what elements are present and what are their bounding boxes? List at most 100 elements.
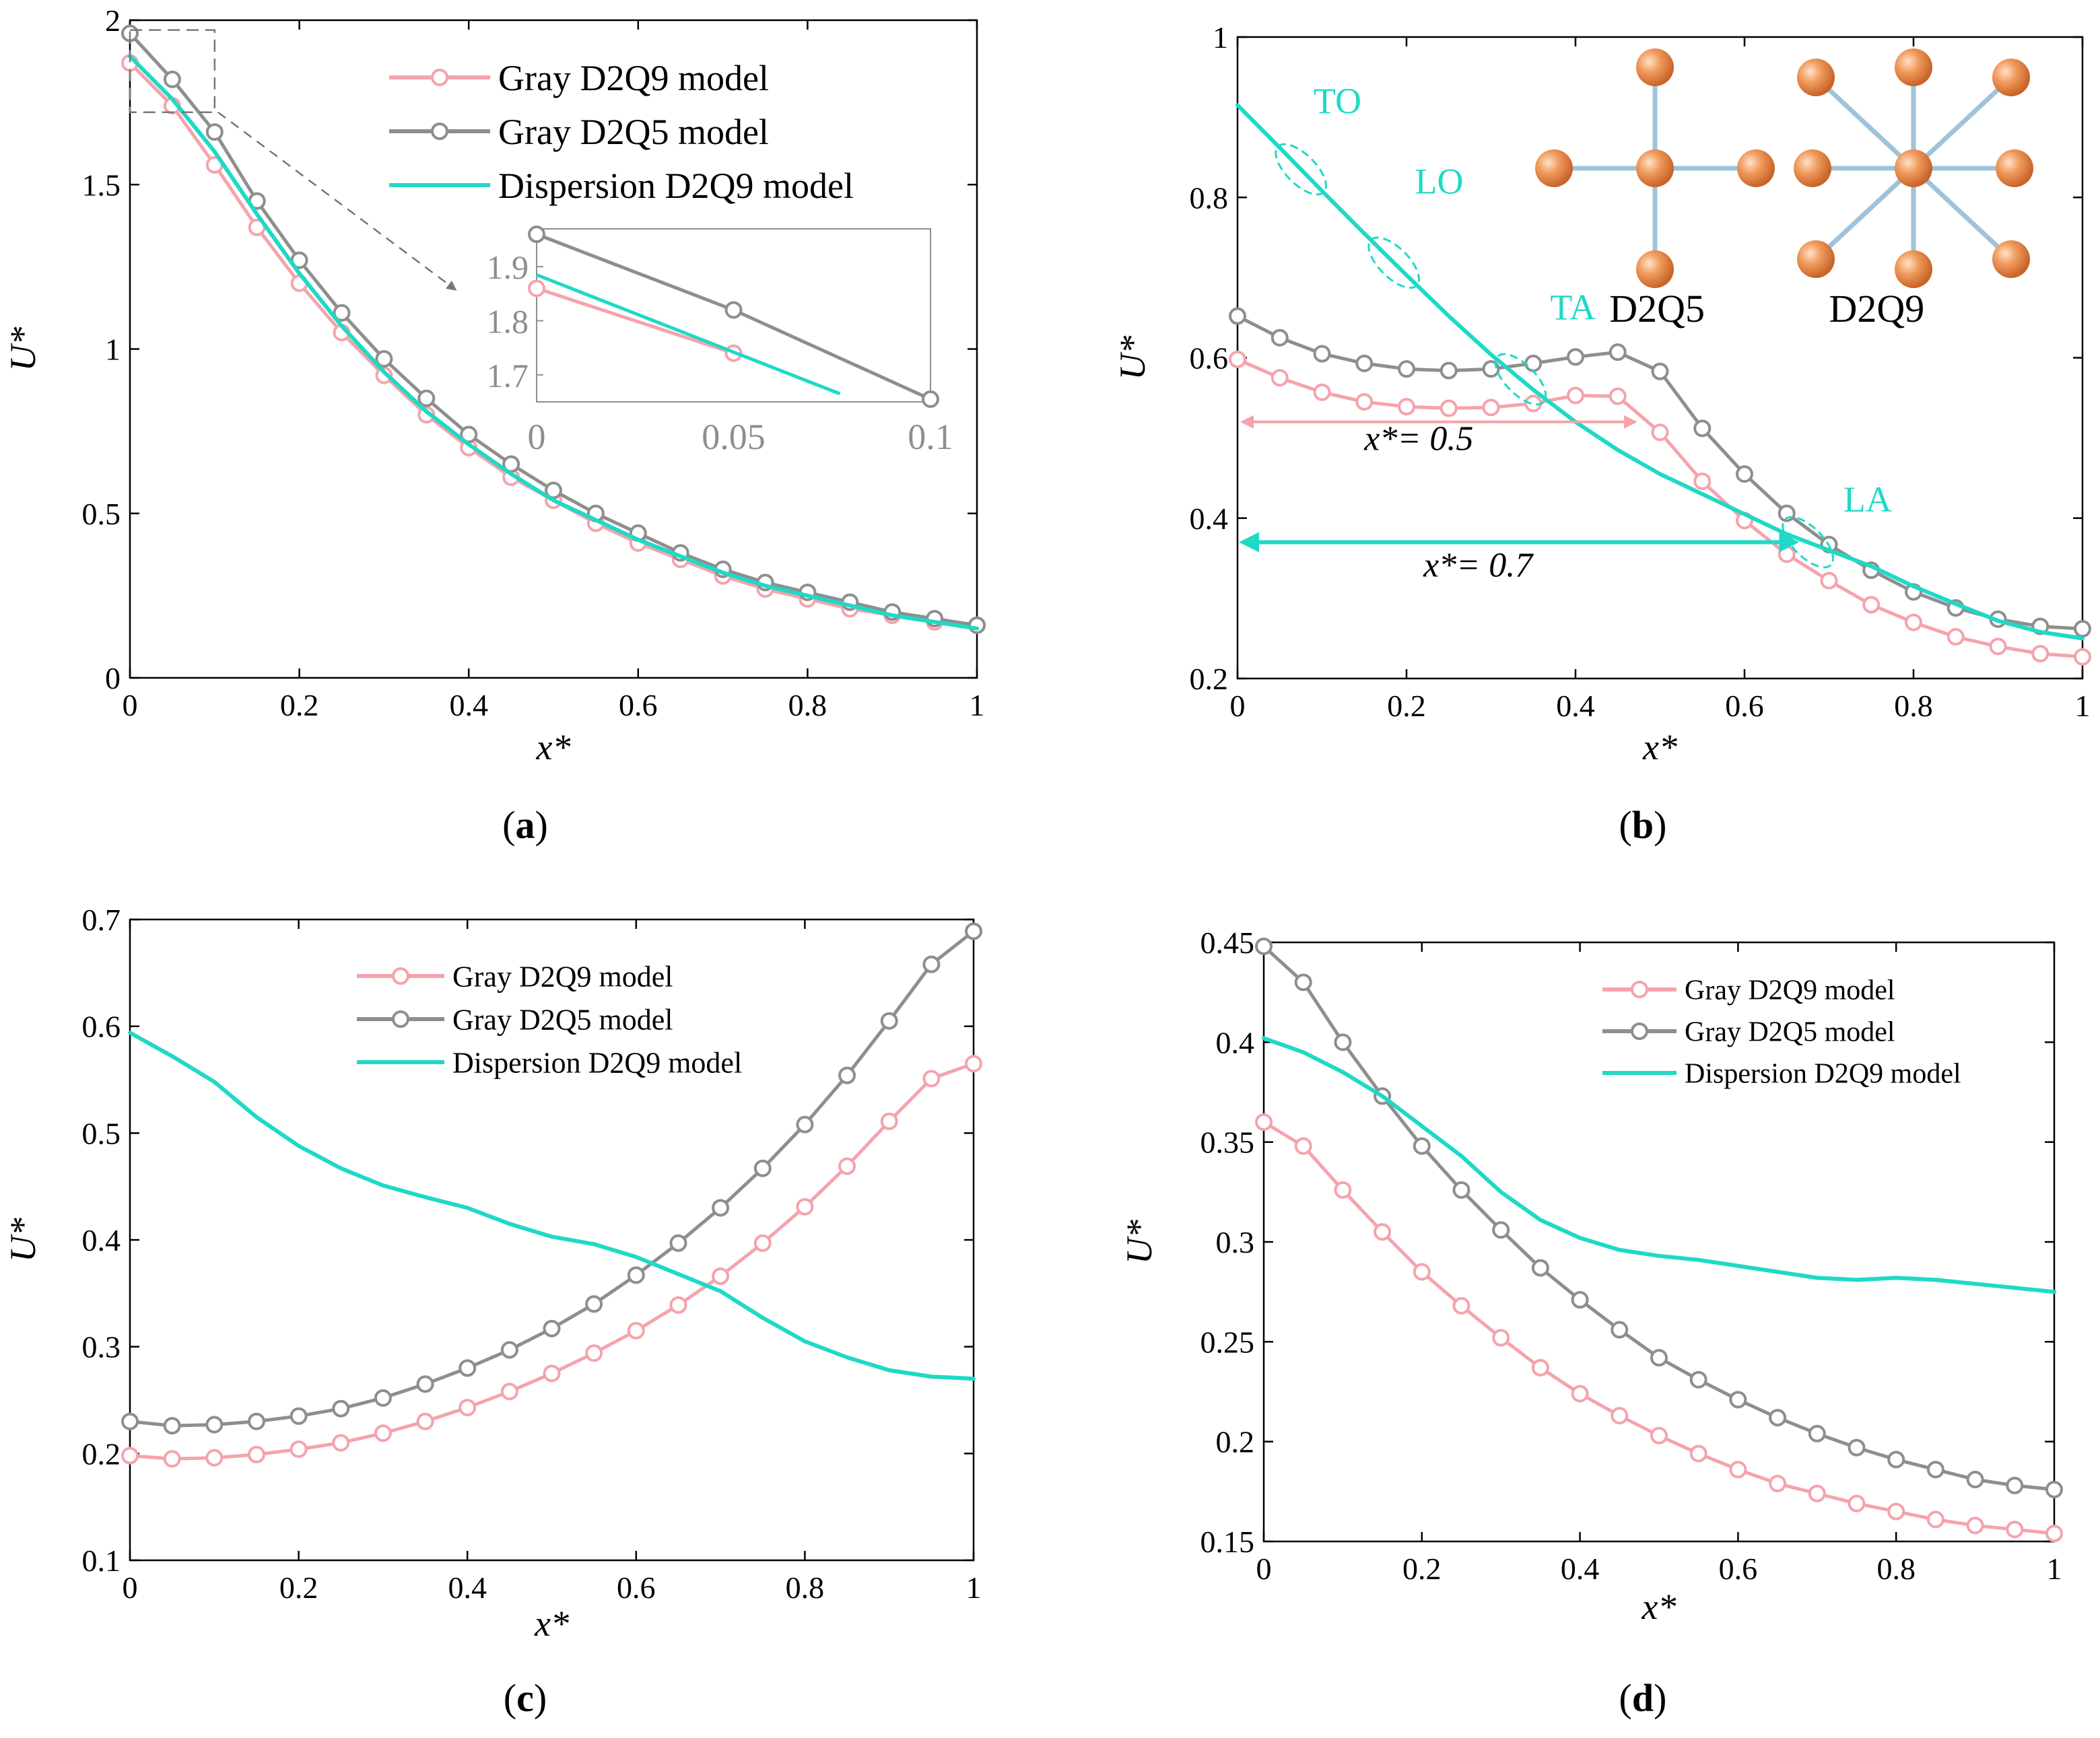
data-point-pink [1255,1113,1273,1131]
lattice-link [1814,166,1916,261]
y-tick-label: 1.5 [82,168,121,202]
zoom-region-box [129,29,216,114]
data-point-pink [585,1344,603,1362]
x-axis-label: x* [1642,727,1677,767]
data-point-gray [2074,620,2091,638]
data-point-pink [2074,648,2091,666]
lattice-node [1992,59,2030,96]
panel-d: 0 0.2 0.4 0.6 0.8 1 0.15 0.2 0.25 0.3 0.35 0.4 0.45 x… [1119,926,2063,1720]
data-point-pink [1650,1426,1668,1445]
data-point-gray [2045,1480,2063,1498]
data-point-pink [1651,423,1669,442]
x-tick-label: 0.8 [788,688,827,722]
data-point-gray [1611,1321,1629,1339]
data-point-gray [416,1375,434,1393]
data-point-gray [1808,1424,1826,1442]
x-tick-label: 0.8 [1894,689,1933,723]
data-point-pink [1966,1517,1984,1535]
data-point-gray [1736,465,1753,483]
y-tick-label: 0.1 [82,1543,121,1578]
lattice-label: D2Q9 [1829,287,1925,331]
series-line-pink [128,1062,976,1461]
x-tick-label: 1 [970,688,985,722]
mode-label: TO [1314,81,1361,121]
series-line-cyan [128,54,979,631]
x-tick-label: 0.6 [619,688,658,722]
lattice-link [1911,166,2013,261]
legend-label: Dispersion D2Q9 model [452,1046,742,1079]
data-point-pink [1989,637,2007,656]
data-point-pink [1492,1329,1510,1347]
series-line-cyan [1262,1036,2056,1294]
x-tick-label: 0.8 [786,1570,825,1605]
legend: Gray D2Q9 model Gray D2Q5 model Dispersion… [1602,975,1961,1090]
data-point-gray [880,1012,898,1030]
x-tick-label: 0.4 [1561,1552,1600,1586]
x-tick-label: 1 [2075,689,2091,723]
data-point-gray [1452,1181,1470,1199]
y-tick-label: 0.8 [1190,180,1229,215]
inset-y-tick-label: 1.7 [487,357,529,394]
series-line-gray [1262,944,2056,1492]
data-point-pink [1611,1407,1629,1425]
data-point-pink [838,1157,856,1175]
data-point-pink [205,1449,224,1467]
series-line-cyan [1235,103,2085,641]
data-point-gray [1294,973,1312,992]
data-point-pink [1608,387,1627,405]
data-point-pink [880,1112,898,1130]
x-tick-label: 0.6 [1719,1552,1758,1586]
data-point-pink [459,1399,477,1417]
data-point-gray [1255,937,1273,955]
data-point-gray [1439,361,1458,380]
data-point-gray [1926,1461,1944,1479]
legend-label: Gray D2Q5 model [498,112,769,152]
data-point-gray [1693,419,1712,438]
data-point-pink [290,1440,308,1458]
data-point-gray [205,123,224,141]
y-tick-label: 2 [105,3,121,38]
lattice-node [1636,250,1674,288]
data-point-gray [669,1234,687,1252]
x-tick-label: 1 [2047,1552,2062,1586]
legend-marker-gray [392,1010,409,1028]
data-point-gray [374,1389,392,1407]
panel-letter: c [516,1676,534,1720]
x-axis-label: x* [536,727,571,767]
y-tick-label: 0 [105,661,121,695]
y-tick-label: 0.7 [82,903,121,937]
legend: Gray D2Q9 model Gray D2Q5 model Dispersion… [357,960,742,1079]
data-point-gray [1689,1370,1707,1389]
data-point-gray [205,1416,224,1434]
legend-label: Gray D2Q5 model [452,1003,673,1036]
data-point-gray [1413,1137,1431,1155]
data-point-gray [375,350,393,368]
y-tick-label: 0.5 [82,1116,121,1150]
data-point-pink [121,1447,139,1465]
lattice-node [1636,149,1674,187]
legend-label: Gray D2Q5 model [1685,1017,1895,1048]
lattice-node [1797,59,1835,96]
data-point-gray [922,955,941,973]
data-point-gray [1567,348,1584,366]
y-tick-label: 0.25 [1200,1325,1255,1359]
y-axis-label: U* [3,327,43,372]
data-point-pink [1887,1502,1905,1521]
data-point-gray [121,1412,139,1430]
mode-label: LA [1843,479,1892,520]
panel-a: 0 0.2 0.4 0.6 0.8 1 0 0.5 1 1.5 2 x* U* (a) Gray D2Q9 … [3,3,986,847]
data-point-pink [1689,1445,1707,1463]
data-point-pink [1820,571,1838,590]
lattice-node [1895,149,1932,187]
inset-y-tick-label: 1.9 [487,248,529,286]
x-tick-label: 0.4 [448,1570,487,1605]
y-tick-label: 0.35 [1200,1125,1255,1160]
panel-letter: a [516,803,535,847]
data-point-pink [374,1424,392,1442]
y-tick-label: 0.4 [82,1223,121,1257]
y-tick-label: 0.6 [82,1010,121,1044]
data-point-pink [753,1234,772,1252]
data-point-pink [1946,628,1965,646]
y-axis-label: U* [3,1218,43,1262]
